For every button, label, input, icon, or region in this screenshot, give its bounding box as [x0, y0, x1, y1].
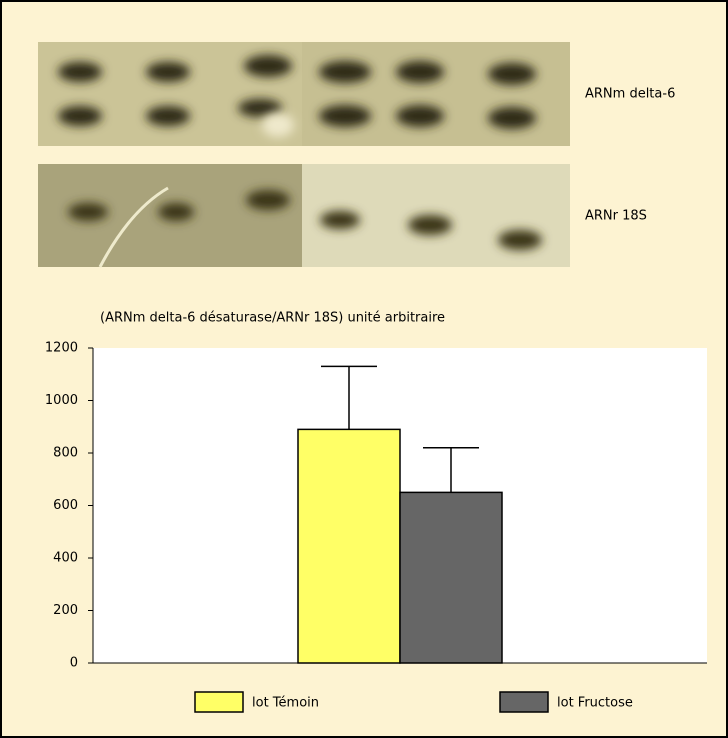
bar: [400, 492, 502, 663]
blot-rrna: [38, 164, 570, 267]
legend-swatch: [195, 692, 243, 712]
legend-swatch: [500, 692, 548, 712]
legend-label: lot Fructose: [557, 696, 633, 711]
y-axis-title: (ARNm delta-6 désaturase/ARNr 18S) unité…: [100, 311, 445, 326]
blot-mrna: [38, 42, 570, 146]
legend-label: lot Témoin: [252, 696, 319, 711]
y-tick-label: 0: [70, 656, 78, 671]
y-tick-label: 1200: [45, 341, 78, 356]
y-tick-label: 200: [53, 603, 78, 618]
y-tick-label: 800: [53, 446, 78, 461]
y-tick-label: 400: [53, 551, 78, 566]
bar: [298, 429, 400, 663]
y-tick-label: 600: [53, 498, 78, 513]
blot-label: ARNm delta-6: [585, 87, 675, 102]
y-tick-label: 1000: [45, 393, 78, 408]
figure: ARNm delta-6 ARNr 18S (ARNm delta-6 désa…: [0, 0, 728, 738]
blot-label: ARNr 18S: [585, 209, 647, 224]
